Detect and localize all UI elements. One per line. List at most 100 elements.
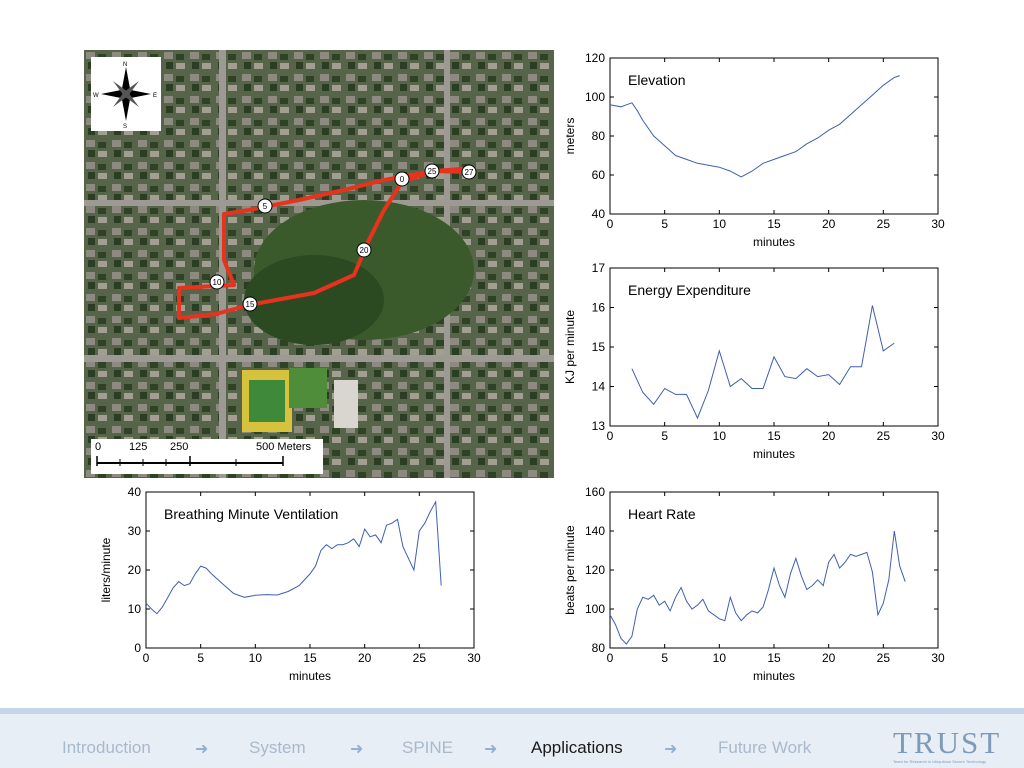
- energy-series-line: [631, 305, 895, 420]
- nav-applications[interactable]: Applications: [531, 738, 623, 757]
- elevation-chart-panel: 0 5 10 15 20 25 30 40 60 80 100 120 Elevation minutes…: [558, 46, 954, 256]
- chart-title: Elevation: [628, 72, 686, 88]
- y-tick-label: 14: [592, 380, 606, 394]
- map-imagery: [84, 50, 554, 478]
- route-marker-20: 20: [356, 242, 372, 258]
- compass-rose: N S E W: [91, 57, 161, 131]
- x-tick-label: 20: [358, 651, 372, 665]
- route-marker-5: 5: [257, 198, 273, 214]
- x-tick-label: 20: [822, 429, 836, 443]
- x-tick-label: 10: [713, 217, 727, 231]
- y-tick-label: 100: [585, 90, 605, 104]
- y-tick-label: 140: [585, 524, 605, 538]
- scale-label-500: 500 Meters: [256, 441, 312, 453]
- y-tick-label: 16: [592, 301, 606, 315]
- x-tick-label: 30: [467, 651, 481, 665]
- y-axis-label: meters: [563, 118, 577, 155]
- campus-route-map: N S E W 0 5 10 15 20 25 27 0 125 250 500 Meter…: [84, 50, 554, 478]
- route-marker-27: 27: [461, 164, 477, 180]
- y-tick-label: 20: [128, 563, 142, 577]
- y-tick-label: 120: [585, 51, 605, 65]
- nav-arrow-icon: ➜: [484, 741, 498, 758]
- scale-ticks: [96, 456, 284, 466]
- x-tick-label: 20: [822, 651, 836, 665]
- compass-s: S: [123, 124, 127, 130]
- scale-bar: 0 125 250 500 Meters: [91, 439, 323, 474]
- x-tick-label: 15: [767, 651, 781, 665]
- compass-icon: N S E W: [93, 62, 157, 130]
- nav-system[interactable]: System: [249, 738, 306, 757]
- elevation-chart: 0 5 10 15 20 25 30 40 60 80 100 120 Elevation minutes…: [563, 51, 945, 249]
- x-tick-label: 0: [607, 651, 614, 665]
- svg-text:15: 15: [246, 300, 255, 309]
- y-tick-label: 30: [128, 524, 142, 538]
- y-tick-label: 80: [592, 641, 606, 655]
- x-tick-label: 10: [713, 651, 727, 665]
- scale-label-250: 250: [170, 441, 189, 453]
- svg-text:20: 20: [360, 246, 369, 255]
- plot-frame: [145, 491, 475, 649]
- route-marker-0: 0: [394, 171, 410, 187]
- y-tick-label: 13: [592, 419, 606, 433]
- footer-nav-bar: Introduction ➜ System ➜ SPINE ➜ Applicat…: [0, 708, 1024, 768]
- y-tick-label: 40: [592, 207, 606, 221]
- x-tick-label: 30: [931, 651, 945, 665]
- nav-arrow-icon: ➜: [195, 741, 209, 758]
- y-tick-label: 17: [592, 261, 606, 275]
- x-tick-label: 15: [303, 651, 317, 665]
- x-tick-label: 0: [607, 217, 614, 231]
- x-axis-label: minutes: [753, 669, 795, 683]
- nav-arrow-icon: ➜: [350, 741, 364, 758]
- x-tick-label: 5: [197, 651, 204, 665]
- y-tick-label: 80: [592, 129, 606, 143]
- route-marker-25: 25: [424, 163, 440, 179]
- energy-chart-panel: 0 5 10 15 20 25 30 13 14 15 16 17 Energy Expenditure…: [558, 258, 954, 470]
- nav-introduction[interactable]: Introduction: [62, 738, 151, 757]
- x-tick-label: 20: [822, 217, 836, 231]
- y-tick-label: 40: [128, 485, 142, 499]
- heartrate-series-line: [609, 530, 906, 645]
- nav-arrow-icon: ➜: [664, 741, 678, 758]
- x-axis-label: minutes: [289, 669, 331, 683]
- compass-w: W: [93, 93, 99, 99]
- route-markers: 0 5 10 15 20 25 27: [209, 163, 477, 312]
- nav-future-work[interactable]: Future Work: [718, 738, 812, 757]
- route-path: [177, 166, 475, 320]
- x-tick-label: 5: [661, 651, 668, 665]
- heartrate-chart: 0 5 10 15 20 25 30 80 100 120 140 160 Heart Rate minu…: [563, 485, 945, 683]
- y-tick-label: 15: [592, 340, 606, 354]
- y-tick-label: 10: [128, 602, 142, 616]
- svg-text:10: 10: [213, 278, 222, 287]
- ventilation-chart: 0 5 10 15 20 25 30 0 10 20 30 40 Breathing Minute Ve…: [99, 485, 481, 683]
- nav-spine[interactable]: SPINE: [402, 738, 454, 757]
- plot-frame: [609, 267, 939, 427]
- y-axis-label: beats per minute: [563, 525, 577, 615]
- ventilation-chart-panel: 0 5 10 15 20 25 30 0 10 20 30 40 Breathing Minute Ve…: [76, 482, 488, 692]
- logo-text: TRUST: [893, 725, 1002, 760]
- chart-title: Breathing Minute Ventilation: [164, 506, 338, 522]
- svg-text:0: 0: [400, 175, 405, 184]
- compass-e: E: [153, 93, 157, 99]
- x-tick-label: 0: [143, 651, 150, 665]
- x-tick-label: 25: [877, 217, 891, 231]
- x-tick-label: 5: [661, 429, 668, 443]
- x-tick-label: 30: [931, 217, 945, 231]
- y-tick-label: 160: [585, 485, 605, 499]
- heartrate-chart-panel: 0 5 10 15 20 25 30 80 100 120 140 160 Heart Rate minu…: [558, 482, 954, 692]
- svg-text:27: 27: [465, 168, 474, 177]
- x-tick-label: 25: [413, 651, 427, 665]
- x-tick-label: 15: [767, 217, 781, 231]
- elevation-series-line: [609, 75, 900, 178]
- compass-n: N: [123, 62, 127, 68]
- x-axis-label: minutes: [753, 235, 795, 249]
- route-marker-15: 15: [242, 296, 258, 312]
- x-tick-label: 0: [607, 429, 614, 443]
- route-marker-10: 10: [209, 274, 225, 290]
- y-axis-label: liters/minute: [99, 537, 113, 602]
- x-tick-label: 10: [249, 651, 263, 665]
- chart-title: Energy Expenditure: [628, 282, 751, 298]
- x-tick-label: 25: [877, 651, 891, 665]
- x-tick-label: 25: [877, 429, 891, 443]
- scale-label-0: 0: [95, 441, 102, 453]
- x-tick-label: 15: [767, 429, 781, 443]
